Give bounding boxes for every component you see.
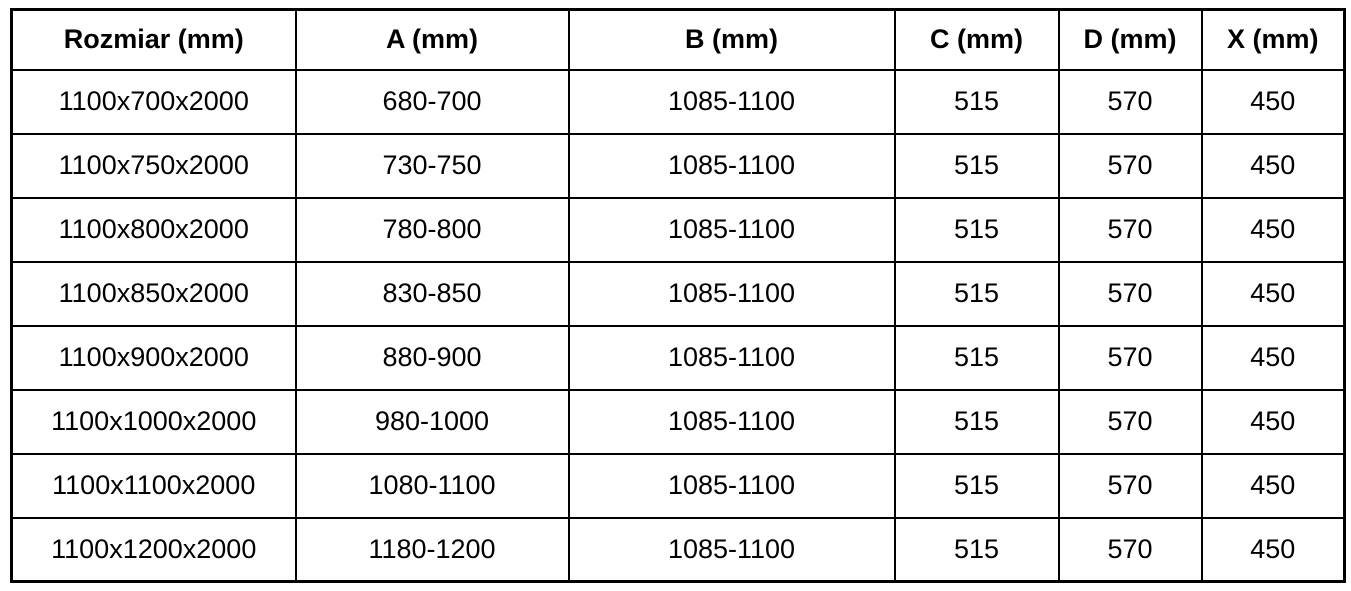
table-cell-d: 570 [1057, 132, 1203, 199]
table-cell-rozmiar: 1100x1200x2000 [10, 516, 297, 583]
column-header-x: X (mm) [1200, 8, 1346, 71]
table-cell-rozmiar: 1100x700x2000 [10, 68, 297, 135]
table-cell-x: 450 [1200, 388, 1346, 455]
table-cell-rozmiar: 1100x800x2000 [10, 196, 297, 263]
table-cell-x: 450 [1200, 516, 1346, 583]
table-cell-b: 1085-1100 [567, 132, 896, 199]
table-cell-c: 515 [893, 452, 1060, 519]
column-header-c: C (mm) [893, 8, 1060, 71]
size-spec-table: Rozmiar (mm) A (mm) B (mm) C (mm) D (mm)… [10, 8, 1346, 583]
table-row: 1100x1200x2000 1180-1200 1085-1100 515 5… [10, 516, 1346, 583]
table-cell-d: 570 [1057, 260, 1203, 327]
table-cell-x: 450 [1200, 260, 1346, 327]
table-cell-b: 1085-1100 [567, 260, 896, 327]
table-cell-d: 570 [1057, 196, 1203, 263]
table-cell-b: 1085-1100 [567, 516, 896, 583]
table-cell-d: 570 [1057, 68, 1203, 135]
table-row: 1100x800x2000 780-800 1085-1100 515 570 … [10, 196, 1346, 263]
column-header-a: A (mm) [294, 8, 570, 71]
table-cell-b: 1085-1100 [567, 452, 896, 519]
table-cell-c: 515 [893, 196, 1060, 263]
table-cell-b: 1085-1100 [567, 324, 896, 391]
table-cell-x: 450 [1200, 324, 1346, 391]
table-cell-c: 515 [893, 68, 1060, 135]
table-cell-d: 570 [1057, 388, 1203, 455]
table-cell-x: 450 [1200, 132, 1346, 199]
table-cell-x: 450 [1200, 452, 1346, 519]
table-cell-c: 515 [893, 324, 1060, 391]
table-cell-a: 780-800 [294, 196, 570, 263]
table-cell-rozmiar: 1100x1000x2000 [10, 388, 297, 455]
table-cell-c: 515 [893, 260, 1060, 327]
table-cell-c: 515 [893, 516, 1060, 583]
table-cell-a: 830-850 [294, 260, 570, 327]
table-cell-x: 450 [1200, 196, 1346, 263]
table-row: 1100x900x2000 880-900 1085-1100 515 570 … [10, 324, 1346, 391]
table-cell-d: 570 [1057, 324, 1203, 391]
table-cell-a: 680-700 [294, 68, 570, 135]
table-cell-x: 450 [1200, 68, 1346, 135]
table-cell-b: 1085-1100 [567, 196, 896, 263]
table-row: 1100x700x2000 680-700 1085-1100 515 570 … [10, 68, 1346, 135]
column-header-d: D (mm) [1057, 8, 1203, 71]
table-cell-a: 1080-1100 [294, 452, 570, 519]
table-cell-d: 570 [1057, 452, 1203, 519]
table-cell-rozmiar: 1100x1100x2000 [10, 452, 297, 519]
table-cell-d: 570 [1057, 516, 1203, 583]
table-cell-a: 880-900 [294, 324, 570, 391]
table-row: 1100x850x2000 830-850 1085-1100 515 570 … [10, 260, 1346, 327]
table-cell-b: 1085-1100 [567, 388, 896, 455]
table-cell-c: 515 [893, 388, 1060, 455]
table-header-row: Rozmiar (mm) A (mm) B (mm) C (mm) D (mm)… [10, 8, 1346, 71]
column-header-rozmiar: Rozmiar (mm) [10, 8, 297, 71]
table-row: 1100x750x2000 730-750 1085-1100 515 570 … [10, 132, 1346, 199]
table-cell-a: 1180-1200 [294, 516, 570, 583]
table-row: 1100x1100x2000 1080-1100 1085-1100 515 5… [10, 452, 1346, 519]
table-cell-rozmiar: 1100x900x2000 [10, 324, 297, 391]
table-cell-b: 1085-1100 [567, 68, 896, 135]
table-cell-a: 730-750 [294, 132, 570, 199]
table-row: 1100x1000x2000 980-1000 1085-1100 515 57… [10, 388, 1346, 455]
table-cell-a: 980-1000 [294, 388, 570, 455]
column-header-b: B (mm) [567, 8, 896, 71]
table-cell-rozmiar: 1100x850x2000 [10, 260, 297, 327]
table-cell-c: 515 [893, 132, 1060, 199]
table-cell-rozmiar: 1100x750x2000 [10, 132, 297, 199]
